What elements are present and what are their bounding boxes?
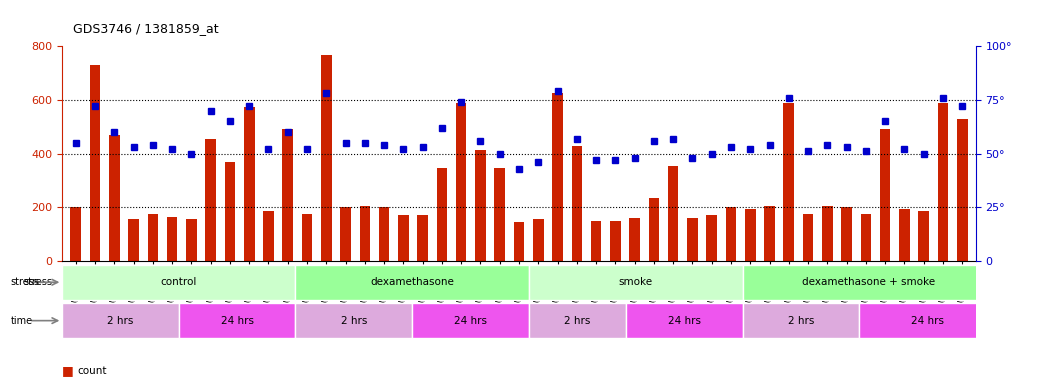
Bar [167,217,177,261]
FancyBboxPatch shape [528,303,626,338]
Bar [726,207,736,261]
Bar [610,221,621,261]
Bar [359,206,371,261]
FancyBboxPatch shape [62,303,179,338]
Bar [379,207,389,261]
Text: 24 hrs: 24 hrs [910,316,944,326]
Bar [302,214,312,261]
Text: ■: ■ [62,364,74,377]
Bar [129,220,139,261]
Bar [629,218,639,261]
Text: 2 hrs: 2 hrs [564,316,591,326]
Text: 24 hrs: 24 hrs [454,316,487,326]
Bar [649,198,659,261]
FancyBboxPatch shape [528,265,742,300]
Bar [399,215,409,261]
Bar [89,65,101,261]
FancyBboxPatch shape [626,303,742,338]
FancyBboxPatch shape [859,303,995,338]
Text: 24 hrs: 24 hrs [221,316,253,326]
Bar [456,103,466,261]
Bar [340,207,351,261]
FancyBboxPatch shape [742,303,859,338]
FancyBboxPatch shape [296,265,528,300]
Bar [321,55,331,261]
FancyBboxPatch shape [179,303,296,338]
Bar [861,214,871,261]
Bar [842,207,852,261]
Bar [71,207,81,261]
Bar [109,135,119,261]
Bar [707,215,717,261]
Bar [147,214,158,261]
Bar [745,209,756,261]
Text: 2 hrs: 2 hrs [107,316,134,326]
Bar [282,129,293,261]
Bar [784,103,794,261]
Bar [591,221,601,261]
Text: smoke: smoke [619,277,653,287]
Bar [957,119,967,261]
Text: count: count [78,366,107,376]
Bar [880,129,891,261]
Text: GDS3746 / 1381859_at: GDS3746 / 1381859_at [73,22,218,35]
Bar [764,206,774,261]
FancyBboxPatch shape [742,265,995,300]
Bar [514,222,524,261]
FancyBboxPatch shape [296,303,412,338]
Bar [687,218,698,261]
Bar [186,220,196,261]
Bar [919,211,929,261]
Bar [206,139,216,261]
Text: stress: stress [24,277,53,287]
Text: 2 hrs: 2 hrs [788,316,814,326]
FancyBboxPatch shape [412,303,528,338]
Bar [802,214,814,261]
Bar [244,106,254,261]
Bar [552,93,563,261]
Text: stress: stress [10,277,39,287]
Bar [475,149,486,261]
Text: 24 hrs: 24 hrs [667,316,701,326]
Bar [899,209,909,261]
Bar [532,220,544,261]
Text: dexamethasone + smoke: dexamethasone + smoke [802,277,935,287]
Bar [264,211,274,261]
Bar [224,162,236,261]
Bar [822,206,832,261]
Bar [667,166,679,261]
Bar [494,168,506,261]
Bar [937,103,949,261]
Text: time: time [10,316,32,326]
Text: 2 hrs: 2 hrs [340,316,367,326]
Bar [437,168,447,261]
FancyBboxPatch shape [62,265,296,300]
Bar [417,215,428,261]
Text: control: control [161,277,197,287]
Bar [572,146,582,261]
Text: dexamethasone: dexamethasone [371,277,454,287]
